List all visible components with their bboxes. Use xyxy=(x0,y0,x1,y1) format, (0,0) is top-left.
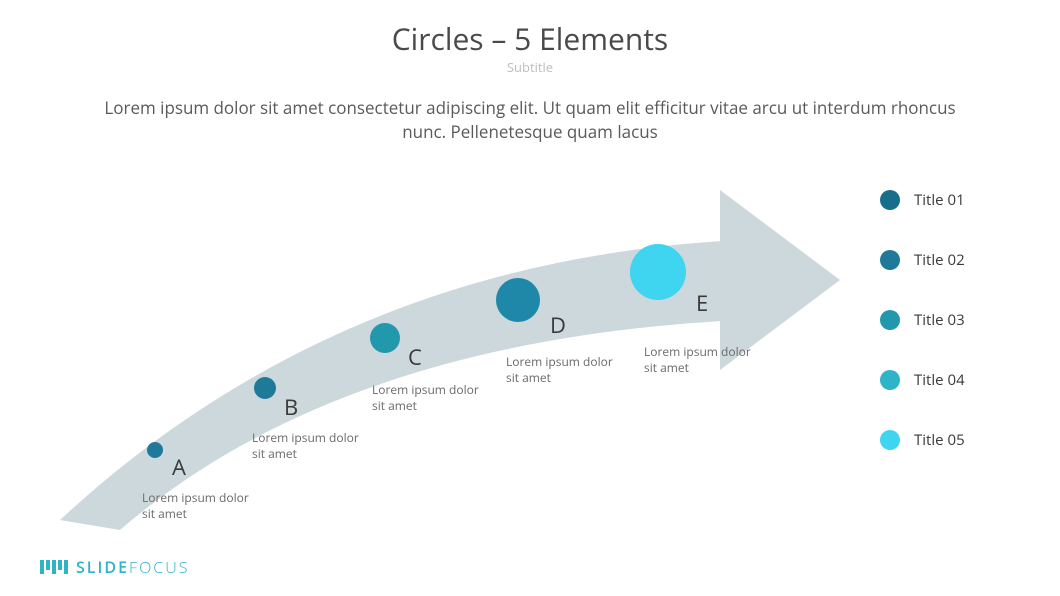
node-desc-a: Lorem ipsum dolor sit amet xyxy=(142,490,252,522)
node-desc-b: Lorem ipsum dolor sit amet xyxy=(252,430,362,462)
legend-dot-icon xyxy=(880,310,900,330)
node-circle-e xyxy=(630,244,686,300)
legend: Title 01 Title 02 Title 03 Title 04 Title 05 xyxy=(880,190,1020,490)
slide-root: Circles – 5 Elements Subtitle Lorem ipsu… xyxy=(0,0,1060,596)
legend-dot-icon xyxy=(880,370,900,390)
legend-item: Title 04 xyxy=(880,370,1020,390)
legend-label: Title 03 xyxy=(914,310,965,330)
logo-bars-icon xyxy=(40,560,68,574)
legend-dot-icon xyxy=(880,190,900,210)
node-circle-d xyxy=(496,278,540,322)
slide-title: Circles – 5 Elements xyxy=(0,18,1060,59)
legend-item: Title 02 xyxy=(880,250,1020,270)
brand-light: FOCUS xyxy=(129,556,189,578)
slide-subtitle: Subtitle xyxy=(0,58,1060,76)
legend-dot-icon xyxy=(880,430,900,450)
node-desc-c: Lorem ipsum dolor sit amet xyxy=(372,382,482,414)
node-label-e: E xyxy=(696,288,708,318)
legend-label: Title 01 xyxy=(914,190,965,210)
node-desc-d: Lorem ipsum dolor sit amet xyxy=(506,354,616,386)
arrow-diagram: A Lorem ipsum dolor sit amet B Lorem ipsum … xyxy=(40,160,840,540)
slide-description: Lorem ipsum dolor sit amet consectetur a… xyxy=(100,96,960,144)
node-circle-c xyxy=(370,323,400,353)
legend-label: Title 02 xyxy=(914,250,965,270)
footer-logo: SLIDEFOCUS xyxy=(40,556,189,578)
node-label-d: D xyxy=(550,310,566,340)
node-label-c: C xyxy=(408,342,422,372)
node-label-a: A xyxy=(172,452,186,482)
legend-item: Title 01 xyxy=(880,190,1020,210)
legend-label: Title 05 xyxy=(914,430,965,450)
legend-dot-icon xyxy=(880,250,900,270)
node-label-b: B xyxy=(284,392,298,422)
brand-strong: SLIDE xyxy=(76,556,129,578)
legend-label: Title 04 xyxy=(914,370,965,390)
node-desc-e: Lorem ipsum dolor sit amet xyxy=(644,344,754,376)
node-circle-b xyxy=(254,377,276,399)
legend-item: Title 03 xyxy=(880,310,1020,330)
node-circle-a xyxy=(147,442,163,458)
legend-item: Title 05 xyxy=(880,430,1020,450)
